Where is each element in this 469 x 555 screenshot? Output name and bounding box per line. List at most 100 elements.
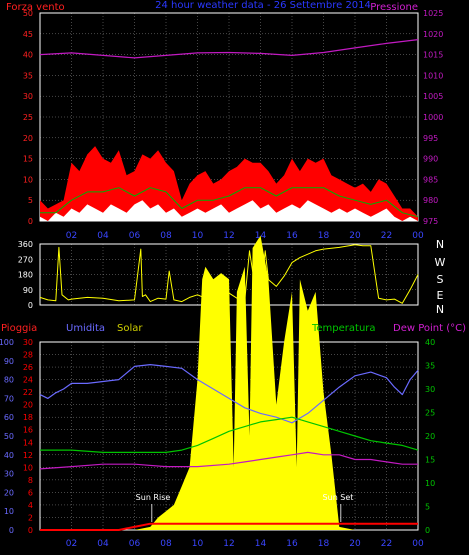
temperature-y-tick-label: 25 (425, 409, 435, 418)
rain-y-tick-label: 16 (23, 426, 33, 435)
humidity-y-tick-label: 90 (4, 357, 14, 366)
direction-y-tick-label: 180 (18, 271, 33, 280)
wind-x-tick-label: 16 (286, 231, 298, 241)
solar-label: Solar (117, 323, 143, 334)
wind-y-tick-label: 45 (23, 30, 33, 39)
temperature-y-tick-label: 5 (425, 503, 430, 512)
wind-x-tick-label: 04 (97, 231, 109, 241)
temperature-y-tick-label: 15 (425, 456, 435, 465)
rain-y-tick-label: 14 (23, 438, 33, 447)
rain-y-tick-label: 20 (23, 401, 33, 410)
climate-x-tick-label: 00 (412, 539, 424, 549)
wind-x-tick-label: 00 (412, 231, 424, 241)
wind-x-tick-label: 12 (223, 231, 234, 241)
rain-y-tick-label: 2 (28, 513, 33, 522)
climate-x-tick-label: 04 (97, 539, 109, 549)
wind-y-tick-label: 30 (23, 92, 33, 101)
temperature-y-tick-label: 30 (425, 385, 435, 394)
pressure-y-tick-label: 975 (423, 217, 438, 226)
wind-y-tick-label: 15 (23, 155, 33, 164)
humidity-y-tick-label: 70 (4, 394, 14, 403)
pressure-y-tick-label: 1025 (423, 9, 443, 18)
rain-y-tick-label: 28 (23, 351, 33, 360)
wind-y-tick-label: 5 (28, 196, 33, 205)
wind-gust-area (40, 146, 418, 221)
direction-compass-label: N (436, 303, 444, 316)
rain-y-tick-label: 18 (23, 413, 33, 422)
wind-x-tick-label: 08 (160, 231, 172, 241)
climate-x-tick-label: 18 (318, 539, 330, 549)
rain-y-tick-label: 22 (23, 388, 33, 397)
wind-x-tick-label: 18 (318, 231, 330, 241)
pressure-line (39, 39, 419, 59)
direction-compass-label: S (437, 273, 444, 286)
wind-x-tick-label: 20 (349, 231, 361, 241)
climate-x-tick-label: 16 (286, 539, 298, 549)
wind-y-tick-label: 25 (23, 113, 33, 122)
dew-point-label: Dew Point (°C) (393, 323, 466, 334)
wind-axis-label: Forza vento (6, 2, 65, 13)
humidity-y-tick-label: 10 (4, 507, 14, 516)
axes-and-labels: 0510152025303540455097598098599099510001… (0, 9, 446, 549)
humidity-y-tick-label: 30 (4, 470, 14, 479)
direction-compass-label: W (435, 256, 446, 269)
wind-average-line (40, 187, 419, 218)
wind-y-tick-label: 40 (23, 51, 33, 60)
pressure-y-tick-label: 1005 (423, 92, 443, 101)
humidity-y-tick-label: 0 (9, 526, 14, 535)
wind-x-tick-label: 22 (381, 231, 392, 241)
rain-y-tick-label: 0 (28, 526, 33, 535)
climate-x-tick-label: 08 (160, 539, 172, 549)
temperature-y-tick-label: 0 (425, 526, 430, 535)
rain-y-tick-label: 8 (28, 476, 33, 485)
direction-compass-label: N (436, 238, 444, 251)
panel-climate-marks (39, 235, 419, 531)
direction-y-tick-label: 0 (28, 301, 33, 310)
wind-x-tick-label: 02 (66, 231, 77, 241)
humidity-y-tick-label: 20 (4, 488, 14, 497)
humidity-y-tick-label: 40 (4, 451, 14, 460)
pressure-y-tick-label: 990 (423, 155, 438, 164)
humidity-y-tick-label: 50 (4, 432, 14, 441)
temperature-y-tick-label: 10 (425, 479, 435, 488)
rain-y-tick-label: 10 (23, 463, 33, 472)
pressure-y-tick-label: 980 (423, 196, 438, 205)
wind-x-tick-label: 10 (192, 231, 204, 241)
humidity-line (39, 364, 419, 424)
rain-y-tick-label: 24 (23, 376, 33, 385)
climate-x-tick-label: 12 (223, 539, 234, 549)
rain-y-tick-label: 30 (23, 338, 33, 347)
rain-y-tick-label: 4 (28, 501, 33, 510)
climate-x-tick-label: 22 (381, 539, 392, 549)
rain-label: Pioggia (1, 323, 37, 334)
climate-x-tick-label: 10 (192, 539, 204, 549)
climate-x-tick-label: 02 (66, 539, 77, 549)
climate-x-tick-label: 06 (129, 539, 141, 549)
sun-set-label: Sun Set (323, 493, 354, 502)
wind-y-tick-label: 35 (23, 71, 33, 80)
pressure-y-tick-label: 995 (423, 134, 438, 143)
temperature-label: Temperatura (311, 323, 376, 334)
temperature-line (40, 416, 419, 453)
pressure-y-tick-label: 1000 (423, 113, 443, 122)
temperature-y-tick-label: 40 (425, 338, 435, 347)
humidity-y-tick-label: 100 (0, 338, 14, 347)
direction-y-tick-label: 90 (23, 286, 33, 295)
pressure-y-tick-label: 1020 (423, 30, 443, 39)
temperature-y-tick-label: 20 (425, 432, 435, 441)
panel-wind-marks (39, 39, 419, 221)
wind-y-tick-label: 10 (23, 175, 33, 184)
direction-compass-label: E (437, 289, 444, 302)
wind-y-tick-label: 50 (23, 9, 33, 18)
wind-speed-area (40, 200, 418, 221)
humidity-y-tick-label: 60 (4, 413, 14, 422)
humidity-label: Umidita (66, 323, 105, 334)
rain-line (40, 522, 418, 531)
rain-y-tick-label: 26 (23, 363, 33, 372)
sun-rise-label: Sun Rise (136, 493, 171, 502)
wind-y-tick-label: 20 (23, 134, 33, 143)
direction-y-tick-label: 270 (18, 255, 33, 264)
temperature-y-tick-label: 35 (425, 362, 435, 371)
